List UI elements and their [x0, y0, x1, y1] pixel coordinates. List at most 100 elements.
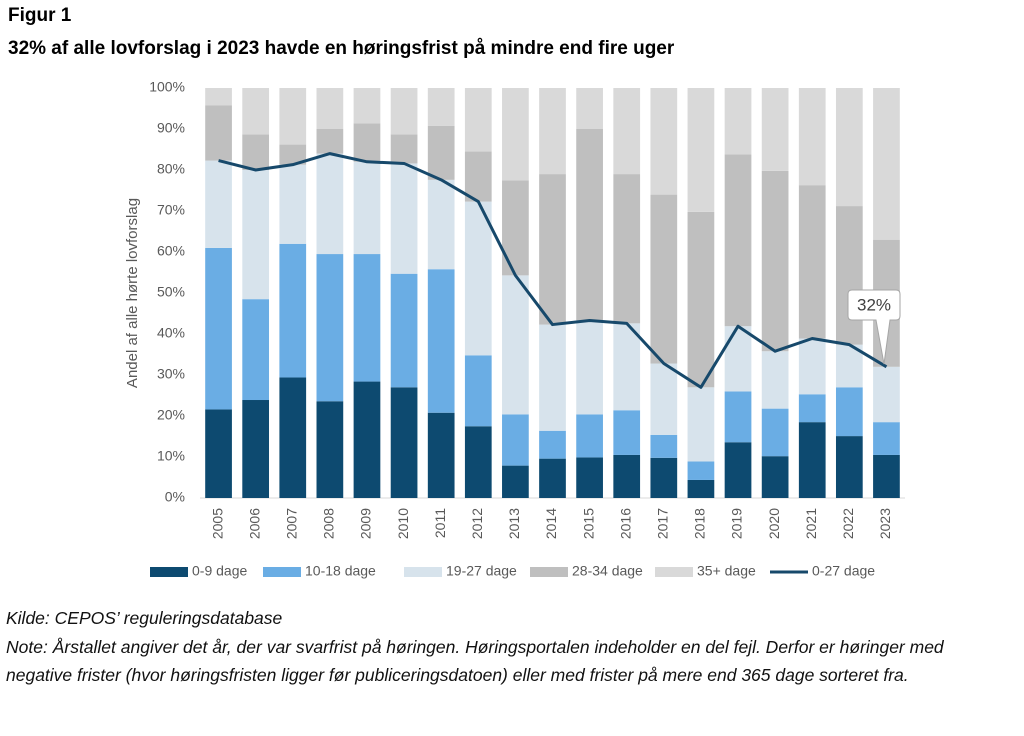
- y-tick-label: 10%: [157, 448, 185, 464]
- bar-segment: [613, 88, 641, 175]
- x-tick-label: 2015: [580, 508, 596, 539]
- y-tick-label: 70%: [157, 202, 185, 218]
- x-tick-label: 2010: [395, 508, 411, 539]
- chart-title: Figur 1: [8, 5, 72, 26]
- bar-segment: [761, 170, 789, 352]
- bar-segment: [650, 457, 678, 498]
- bar-segment: [539, 430, 566, 459]
- bar-segment: [724, 154, 752, 327]
- bar-segment: [873, 454, 900, 498]
- bar-segment: [539, 88, 566, 175]
- callout: 32%: [847, 289, 901, 365]
- bar-segment: [390, 163, 418, 274]
- callout-label: 32%: [857, 295, 891, 314]
- y-tick-label: 100%: [149, 79, 185, 95]
- bar-segment: [205, 247, 232, 410]
- bar-segment: [427, 179, 455, 270]
- bar-segment: [502, 180, 529, 276]
- bar-segment: [687, 211, 715, 388]
- bar-segment: [724, 442, 752, 498]
- bar-segment: [242, 88, 270, 135]
- bar-segment: [724, 391, 752, 443]
- bar-segment: [390, 387, 418, 498]
- bar-segment: [687, 479, 715, 498]
- x-tick-label: 2005: [209, 508, 225, 539]
- legend-label: 0-9 dage: [192, 563, 247, 579]
- bar-segment: [279, 88, 307, 145]
- note: Note: Årstallet angiver det år, der var …: [6, 636, 944, 686]
- legend-swatch: [404, 567, 442, 577]
- bar-segment: [464, 426, 492, 498]
- bar-segment: [390, 88, 418, 135]
- bar-segment: [798, 422, 826, 498]
- bar-segment: [798, 88, 826, 186]
- bar-segment: [279, 144, 307, 165]
- y-tick-label: 40%: [157, 325, 185, 341]
- bar-segment: [279, 164, 307, 244]
- bar-segment: [316, 129, 344, 154]
- legend-swatch: [655, 567, 693, 577]
- bar-segment: [835, 344, 863, 388]
- bar-segment: [316, 401, 344, 498]
- y-tick-label: 0%: [165, 489, 185, 505]
- legend-label: 35+ dage: [697, 563, 756, 579]
- bar-segment: [576, 129, 603, 321]
- bar-segment: [427, 125, 455, 180]
- bar-segment: [650, 363, 678, 435]
- bar-segment: [761, 351, 789, 409]
- x-tick-label: 2018: [692, 508, 708, 539]
- bar-segment: [242, 400, 270, 498]
- bar-segment: [353, 161, 381, 255]
- bar-segment: [316, 153, 344, 255]
- bar-segment: [205, 105, 232, 161]
- bar-segment: [390, 273, 418, 388]
- bar-segment: [613, 454, 641, 498]
- bar-segment: [798, 338, 826, 395]
- x-tick-label: 2009: [358, 508, 374, 539]
- bar-segment: [873, 366, 900, 423]
- chart-subtitle: 32% af alle lovforslag i 2023 havde en h…: [8, 38, 675, 59]
- legend-swatch: [150, 567, 188, 577]
- x-tick-label: 2019: [729, 508, 745, 539]
- bar-segment: [464, 151, 492, 202]
- bar-segment: [650, 434, 678, 458]
- source: Kilde: CEPOS’ reguleringsdatabase: [6, 608, 283, 628]
- bar-segment: [798, 394, 826, 423]
- bar-segment: [613, 410, 641, 455]
- bar-segment: [242, 299, 270, 401]
- bar-segment: [279, 377, 307, 498]
- legend-swatch: [530, 567, 568, 577]
- bar-segment: [242, 170, 270, 300]
- bar-segment: [427, 88, 455, 126]
- bar-segment: [502, 465, 529, 498]
- bar-segment: [353, 254, 381, 382]
- legend-label: 19-27 dage: [446, 563, 517, 579]
- bar-segment: [576, 457, 603, 498]
- bar-segment: [576, 320, 603, 415]
- bar-segment: [539, 174, 566, 325]
- bar-segment: [539, 458, 566, 498]
- bar-segment: [650, 88, 678, 195]
- x-tick-label: 2020: [766, 508, 782, 539]
- bar-segment: [687, 387, 715, 462]
- bar-segment: [835, 436, 863, 498]
- y-tick-label: 60%: [157, 243, 185, 259]
- bar-segment: [798, 185, 826, 339]
- bar-segment: [835, 387, 863, 437]
- bar-segment: [464, 355, 492, 427]
- bar-segment: [687, 461, 715, 480]
- bar-segment: [650, 194, 678, 364]
- callout-box: [847, 289, 901, 365]
- footnotes: Kilde: CEPOS’ reguleringsdatabase Note: …: [6, 604, 1006, 690]
- bar-segment: [502, 275, 529, 415]
- bar-segment: [576, 414, 603, 458]
- bar-segment: [316, 88, 344, 129]
- bar-segment: [761, 456, 789, 498]
- bar-segment: [205, 409, 232, 498]
- y-axis-label: Andel af alle hørte lovforslag: [124, 198, 141, 388]
- bar-segment: [613, 174, 641, 324]
- chart: Figur 1 32% af alle lovforslag i 2023 ha…: [8, 5, 905, 579]
- bar-segment: [724, 326, 752, 392]
- x-tick-label: 2016: [617, 508, 633, 539]
- x-tick-label: 2021: [803, 508, 819, 539]
